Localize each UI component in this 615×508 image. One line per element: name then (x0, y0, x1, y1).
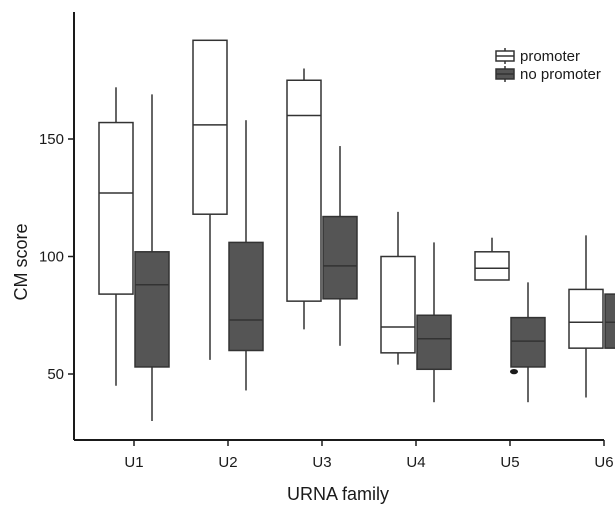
x-tick-label: U4 (406, 454, 425, 471)
box-iqr (510, 316, 546, 368)
x-axis-ticks: U1 U2 U3 U4 U5 U6 (124, 440, 614, 471)
legend-label: promoter (520, 48, 580, 65)
box-no-promoter (416, 242, 452, 403)
x-axis-title: URNA family (287, 484, 389, 504)
box-iqr (98, 121, 134, 295)
box-iqr (322, 215, 358, 300)
y-axis-ticks: 50 100 150 (39, 131, 74, 383)
y-tick-label: 50 (47, 366, 64, 383)
box-no-promoter (228, 120, 264, 391)
box-iqr (380, 255, 416, 354)
x-tick-label: U1 (124, 454, 143, 471)
box-iqr (416, 314, 452, 371)
y-axis-title: CM score (11, 223, 31, 300)
legend-item: no promoter (495, 66, 601, 83)
y-tick-label: 150 (39, 131, 64, 148)
box-no-promoter (510, 282, 546, 403)
x-tick-label: U6 (594, 454, 613, 471)
box-iqr (474, 251, 510, 281)
legend-label: no promoter (520, 66, 601, 83)
box-no-promoter (322, 146, 358, 346)
x-tick-label: U5 (500, 454, 519, 471)
box-promoter (98, 87, 134, 386)
x-tick-label: U3 (312, 454, 331, 471)
box-iqr (568, 288, 604, 349)
box-promoter (568, 235, 604, 398)
box-iqr (228, 241, 264, 352)
box-iqr (286, 79, 322, 302)
plot-area (98, 39, 615, 421)
box-no-promoter (134, 94, 170, 421)
box-promoter (286, 68, 322, 330)
box-promoter (192, 39, 228, 360)
box-promoter (380, 211, 416, 365)
box-iqr (604, 293, 615, 349)
box-promoter (474, 237, 510, 281)
box-iqr (192, 39, 228, 215)
outlier-point (510, 369, 518, 375)
box-iqr (134, 251, 170, 368)
y-tick-label: 100 (39, 249, 64, 266)
legend-item: promoter (495, 48, 580, 65)
x-tick-label: U2 (218, 454, 237, 471)
box-no-promoter (604, 293, 615, 349)
